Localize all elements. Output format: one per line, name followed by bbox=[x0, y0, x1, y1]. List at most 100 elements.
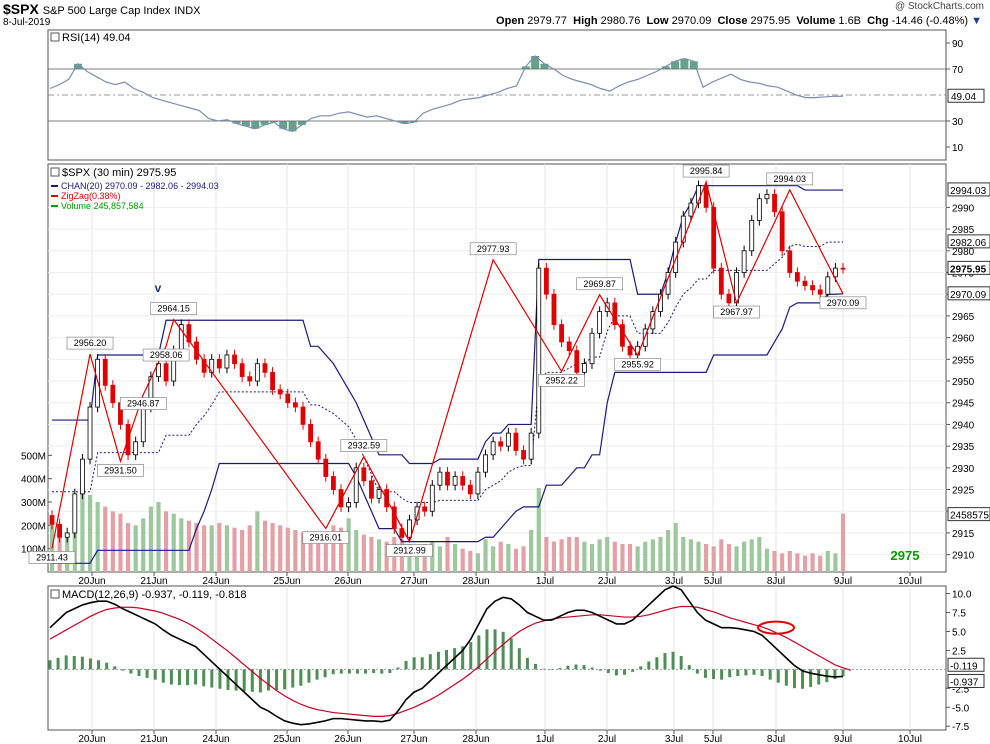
candle-body bbox=[703, 185, 709, 208]
macd-hist-bar bbox=[566, 665, 570, 670]
volume-axis-label: 100M bbox=[21, 545, 46, 556]
macd-hist-bar bbox=[841, 669, 845, 677]
macd-x-tick-label: 9Jul bbox=[834, 734, 852, 744]
volume-bar bbox=[72, 530, 77, 572]
volume-bar bbox=[316, 537, 321, 572]
macd-hist-bar bbox=[469, 642, 473, 670]
macd-hist-bar bbox=[574, 664, 578, 670]
volume-bar bbox=[650, 539, 655, 572]
candle-body bbox=[201, 358, 207, 373]
volume-bar bbox=[559, 539, 564, 572]
price-panel: 20Jun 21Jun 24Jun 25Jun 26Jun 27Jun 28Jun 1Jul 2… bbox=[21, 163, 990, 587]
candle-body bbox=[810, 285, 815, 291]
macd-hist-bar bbox=[186, 669, 190, 686]
x-tick-label: 20Jun bbox=[78, 576, 105, 587]
volume-bar bbox=[597, 539, 602, 572]
candle-body bbox=[513, 432, 519, 451]
macd-hist-bar bbox=[631, 669, 635, 672]
candle-body bbox=[95, 358, 101, 408]
volume-bar bbox=[179, 518, 184, 572]
candle-body bbox=[102, 358, 108, 386]
macd-x-tick-label: 2Jul bbox=[598, 734, 616, 744]
x-tick-label: 10Jul bbox=[898, 576, 922, 587]
volume-bar bbox=[407, 544, 412, 572]
candle-body bbox=[680, 215, 686, 243]
price-tick-label: 2955 bbox=[952, 355, 975, 366]
volume-bar bbox=[278, 525, 283, 572]
macd-x-tick-label: 26Jun bbox=[334, 734, 361, 744]
volume-bar bbox=[323, 534, 328, 572]
volume-bar bbox=[80, 478, 85, 572]
macd-hist-bar bbox=[48, 660, 52, 670]
close-value: 2975.95 bbox=[750, 15, 791, 27]
price-tick-label: 2915 bbox=[952, 529, 975, 540]
price-frame bbox=[47, 163, 947, 573]
x-tick-label: 24Jun bbox=[202, 576, 229, 587]
macd-tick-label: -7.5 bbox=[952, 722, 970, 733]
macd-x-tick-label: 3Jul bbox=[665, 734, 683, 744]
macd-hist-bar bbox=[720, 669, 724, 680]
price-tick-label: 2935 bbox=[952, 442, 975, 453]
zigzag-line bbox=[51, 180, 844, 549]
macd-hist-bar bbox=[412, 657, 416, 670]
macd-hist-bar bbox=[436, 651, 440, 670]
macd-last-box bbox=[947, 673, 985, 688]
candle-body bbox=[543, 267, 549, 295]
candle-body bbox=[262, 363, 268, 373]
volume-bar bbox=[95, 502, 100, 572]
macd-hist-bar bbox=[177, 669, 181, 686]
candle-body bbox=[232, 354, 237, 365]
volume-bar bbox=[681, 537, 686, 572]
price-tick-label: 2945 bbox=[952, 399, 975, 410]
candle-body bbox=[133, 441, 139, 456]
macd-x-tick-label: 25Jun bbox=[273, 734, 300, 744]
candle-body bbox=[437, 471, 443, 486]
macd-line bbox=[49, 585, 844, 726]
candle-body bbox=[741, 250, 747, 273]
volume-bar bbox=[780, 553, 785, 572]
price-tick-label: 2950 bbox=[952, 377, 975, 388]
volume-bar bbox=[810, 553, 815, 572]
volume-bar bbox=[582, 541, 587, 572]
zigzag-label-box bbox=[142, 348, 190, 362]
macd-hist-bar bbox=[355, 669, 359, 674]
macd-hist-bar bbox=[784, 669, 788, 686]
macd-hist-bar bbox=[210, 669, 214, 688]
x-tick-label: 25Jun bbox=[273, 576, 300, 587]
volume-bar bbox=[506, 544, 511, 572]
macd-hist-bar bbox=[703, 669, 707, 678]
candle-body bbox=[483, 454, 488, 473]
price-tick-label: 2925 bbox=[952, 486, 975, 497]
volume-bar bbox=[635, 546, 640, 572]
volume-bar bbox=[422, 544, 427, 572]
zigzag-label-box bbox=[66, 336, 114, 350]
macd-tick-label: -2.5 bbox=[952, 684, 970, 695]
macd-hist-bar bbox=[768, 669, 772, 680]
candle-body bbox=[559, 324, 564, 343]
price-annotation: 2975 bbox=[891, 548, 920, 563]
macd-hist-bar bbox=[404, 660, 408, 670]
volume-bar bbox=[262, 520, 268, 572]
macd-hist-bar bbox=[283, 669, 287, 690]
candle-body bbox=[772, 193, 777, 213]
volume-bar bbox=[544, 537, 549, 572]
macd-hist-bar bbox=[525, 657, 529, 670]
candle-body bbox=[589, 332, 595, 365]
price-tick-label: 2960 bbox=[952, 334, 975, 345]
zigzag-label-box bbox=[302, 531, 350, 544]
macd-hist-bar bbox=[72, 656, 76, 670]
zigzag-label-box bbox=[538, 374, 585, 387]
rsi-line bbox=[49, 55, 844, 133]
rsi-last-box bbox=[947, 88, 985, 103]
candle-body bbox=[156, 363, 161, 378]
macd-hist-bar bbox=[347, 669, 351, 674]
volume-bar bbox=[133, 525, 138, 572]
channel-lower bbox=[52, 293, 844, 564]
quote-summary: Open 2979.77 High 2980.76 Low 2970.09 Cl… bbox=[496, 15, 982, 27]
volume-bar bbox=[696, 541, 701, 572]
zigzag-label-box bbox=[469, 242, 517, 256]
v-marker: v bbox=[155, 281, 162, 295]
macd-hist-bar bbox=[420, 657, 424, 670]
legend-entry: Volume 245,857,584 bbox=[61, 201, 144, 211]
macd-hist-bar bbox=[833, 669, 837, 680]
